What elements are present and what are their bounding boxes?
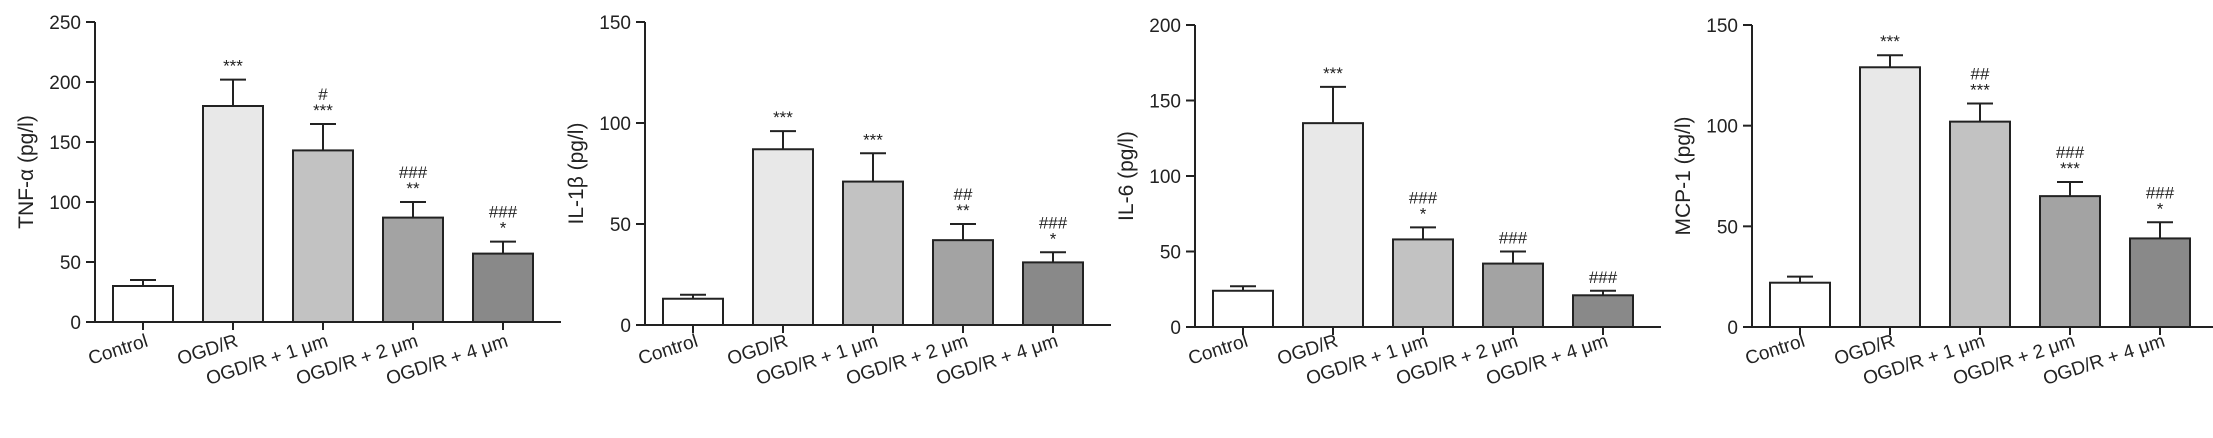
y-tick-label: 100 [49, 193, 81, 214]
bar-3 [842, 180, 904, 326]
category-label: Control [636, 331, 701, 370]
y-axis-title: MCP-1 (pg/l) [1672, 116, 1695, 235]
category-label: Control [86, 331, 151, 370]
y-tick-label: 0 [620, 316, 631, 337]
y-tick-label: 0 [1727, 318, 1738, 339]
significance-hash: # [318, 85, 328, 104]
bar-5 [1572, 294, 1634, 329]
bar-5 [2129, 237, 2191, 328]
bar-2 [752, 148, 814, 326]
category-label: Control [1186, 331, 1251, 370]
bar-2 [1302, 122, 1364, 329]
y-axis-title: IL-6 (pg/l) [1115, 131, 1138, 221]
y-tick-label: 0 [70, 313, 81, 334]
bar-3 [1949, 120, 2011, 328]
significance-star: ** [406, 179, 420, 198]
y-tick-label: 50 [610, 215, 631, 236]
y-tick-label: 200 [1149, 16, 1181, 37]
bar-4 [382, 216, 444, 324]
y-tick-label: 50 [60, 253, 81, 274]
significance-hash: ### [1039, 213, 1068, 232]
bar-4 [2039, 195, 2101, 328]
y-tick-label: 50 [1717, 217, 1738, 238]
bar-1 [1769, 281, 1831, 328]
y-tick-label: 150 [49, 133, 81, 154]
significance-hash: ### [2056, 143, 2085, 162]
bar-4 [932, 239, 994, 326]
bar-1 [1212, 289, 1274, 329]
significance-hash: ### [1409, 188, 1438, 207]
significance-star: * [500, 219, 507, 238]
bar-5 [1022, 261, 1084, 327]
y-tick-label: 100 [599, 114, 631, 135]
y-tick-label: 200 [49, 73, 81, 94]
y-axis-title: IL-1β (pg/l) [565, 123, 588, 225]
bar-2 [202, 105, 264, 323]
significance-hash: ## [1971, 65, 1990, 84]
category-label: Control [1743, 331, 1808, 370]
bar-1 [662, 297, 724, 326]
y-tick-label: 50 [1160, 243, 1181, 264]
significance-hash: ### [1589, 268, 1618, 287]
significance-star: *** [863, 130, 883, 149]
significance-hash: ## [954, 185, 973, 204]
y-tick-label: 100 [1149, 167, 1181, 188]
significance-star: * [1420, 204, 1427, 223]
bar-2 [1859, 66, 1921, 328]
y-tick-label: 150 [1706, 16, 1738, 37]
bar-1 [112, 285, 174, 323]
significance-star: *** [1323, 64, 1343, 83]
significance-star: ** [956, 201, 970, 220]
bar-3 [1392, 238, 1454, 328]
significance-hash: ### [399, 163, 428, 182]
significance-star: *** [773, 108, 793, 127]
bar-5 [472, 252, 534, 324]
y-tick-label: 0 [1170, 318, 1181, 339]
y-tick-label: 250 [49, 13, 81, 34]
y-axis-title: TNF-α (pg/l) [15, 115, 38, 229]
significance-hash: ### [2146, 183, 2175, 202]
y-tick-label: 150 [599, 13, 631, 34]
y-tick-label: 100 [1706, 117, 1738, 138]
significance-star: *** [2060, 159, 2080, 178]
y-tick-label: 150 [1149, 92, 1181, 113]
significance-hash: ### [1499, 229, 1528, 248]
significance-star: *** [1880, 32, 1900, 51]
significance-star: * [2157, 199, 2164, 218]
significance-star: *** [1970, 81, 1990, 100]
bar-4 [1482, 262, 1544, 328]
bar-3 [292, 149, 354, 323]
significance-star: *** [313, 101, 333, 120]
significance-star: * [1050, 229, 1057, 248]
significance-hash: ### [489, 203, 518, 222]
significance-star: *** [223, 57, 243, 76]
